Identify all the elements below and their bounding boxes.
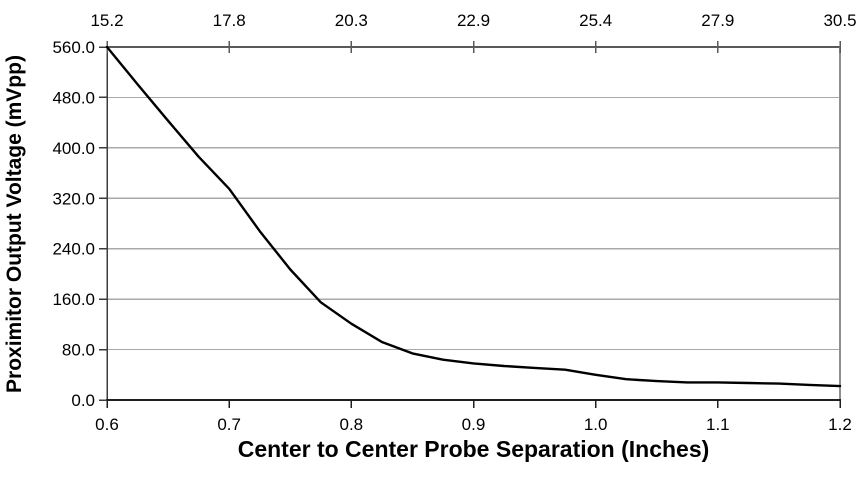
x-tick-label: 1.2 bbox=[828, 415, 852, 434]
y-tick-label: 400.0 bbox=[52, 139, 95, 158]
x-axis-title: Center to Center Probe Separation (Inche… bbox=[237, 436, 710, 462]
data-line bbox=[105, 45, 842, 388]
y-tick-label: 560.0 bbox=[52, 38, 95, 57]
top-tick-label: 22.9 bbox=[457, 11, 490, 30]
y-tick-label: 320.0 bbox=[52, 189, 95, 208]
x-tick-label: 0.7 bbox=[217, 415, 241, 434]
top-tick-label: 20.3 bbox=[335, 11, 368, 30]
x-tick-label: 1.0 bbox=[584, 415, 608, 434]
y-axis-title: Proximitor Output Voltage (mVpp) bbox=[3, 55, 26, 393]
top-tick-label: 30.5 bbox=[823, 11, 856, 30]
top-tick-label: 25.4 bbox=[579, 11, 612, 30]
y-tick-label: 80.0 bbox=[62, 341, 95, 360]
x-tick-label: 0.9 bbox=[462, 415, 486, 434]
y-tick-label: 0.0 bbox=[71, 391, 95, 410]
y-tick-label: 160.0 bbox=[52, 290, 95, 309]
top-tick-label: 17.8 bbox=[213, 11, 246, 30]
x-tick-label: 1.1 bbox=[706, 415, 730, 434]
y-tick-label: 480.0 bbox=[52, 88, 95, 107]
y-tick-label: 240.0 bbox=[52, 240, 95, 259]
top-tick-label: 15.2 bbox=[90, 11, 123, 30]
x-tick-label: 0.8 bbox=[340, 415, 364, 434]
top-tick-label: 27.9 bbox=[701, 11, 734, 30]
x-tick-label: 0.6 bbox=[95, 415, 119, 434]
